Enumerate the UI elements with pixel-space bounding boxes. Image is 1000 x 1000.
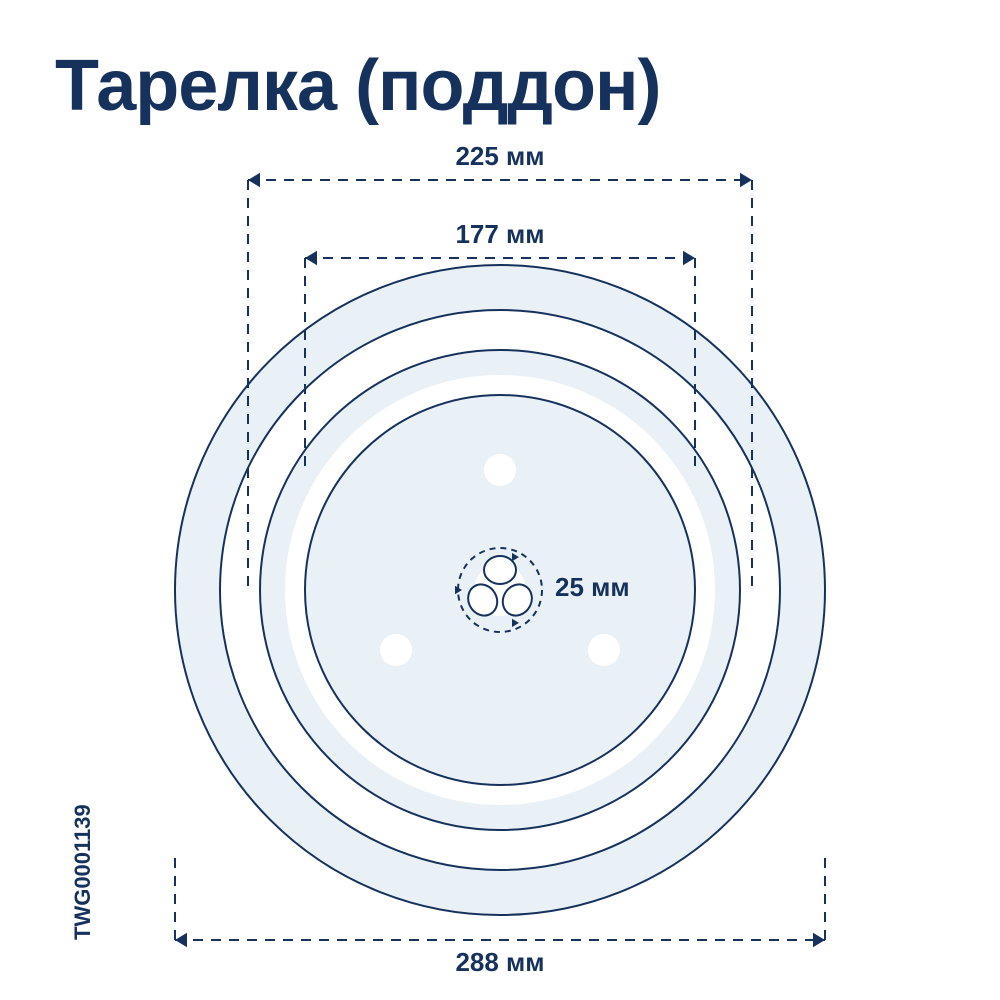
dimension-label-288: 288 мм [440,947,560,978]
dimension-label-25: 25 мм [555,572,630,603]
dimension-label-225: 225 мм [440,141,560,172]
dimension-label-177: 177 мм [440,219,560,250]
diagram-container: Тарелка (поддон) TWG0001139 225 мм 177 м… [0,0,1000,1000]
